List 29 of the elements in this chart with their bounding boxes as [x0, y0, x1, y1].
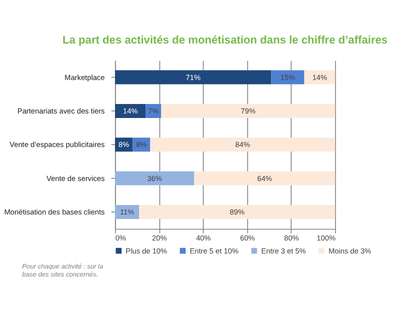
data-label: 89% — [230, 207, 245, 216]
data-label: 14% — [312, 72, 328, 82]
y-tick-label: Vente d’espaces publicitaires — [10, 140, 106, 150]
data-label: 36% — [147, 174, 162, 183]
x-tick-label: 60% — [240, 234, 256, 243]
data-label: 71% — [186, 72, 201, 82]
y-tick-label: Vente de services — [46, 174, 106, 183]
legend-label: Plus de 10% — [126, 246, 168, 256]
data-label: 7% — [148, 106, 160, 116]
y-tick-label: Monétisation des bases clients — [4, 207, 106, 216]
chart-title: La part des activités de monétisation dans le chiffre d’affaires — [62, 34, 388, 47]
data-label: 8% — [136, 140, 148, 150]
legend-label: Entre 5 et 10% — [190, 246, 239, 256]
data-label: 64% — [257, 174, 272, 183]
legend-label: Moins de 3% — [328, 246, 372, 256]
y-tick-label: Marketplace — [64, 72, 105, 82]
data-label: 11% — [120, 207, 135, 216]
data-label: 8% — [118, 140, 130, 150]
data-label: 14% — [123, 106, 138, 116]
data-label: 15% — [280, 72, 296, 82]
x-tick-label: 80% — [284, 234, 300, 243]
y-tick-label: Partenariats avec des tiers — [17, 106, 106, 116]
x-tick-label: 40% — [196, 234, 212, 243]
data-label: 79% — [240, 106, 256, 116]
data-label: 84% — [235, 140, 250, 150]
x-tick-label: 0% — [115, 234, 126, 243]
x-tick-label: 100% — [316, 234, 336, 243]
x-tick-label: 20% — [152, 234, 168, 243]
legend-label: Entre 3 et 5% — [261, 246, 306, 256]
